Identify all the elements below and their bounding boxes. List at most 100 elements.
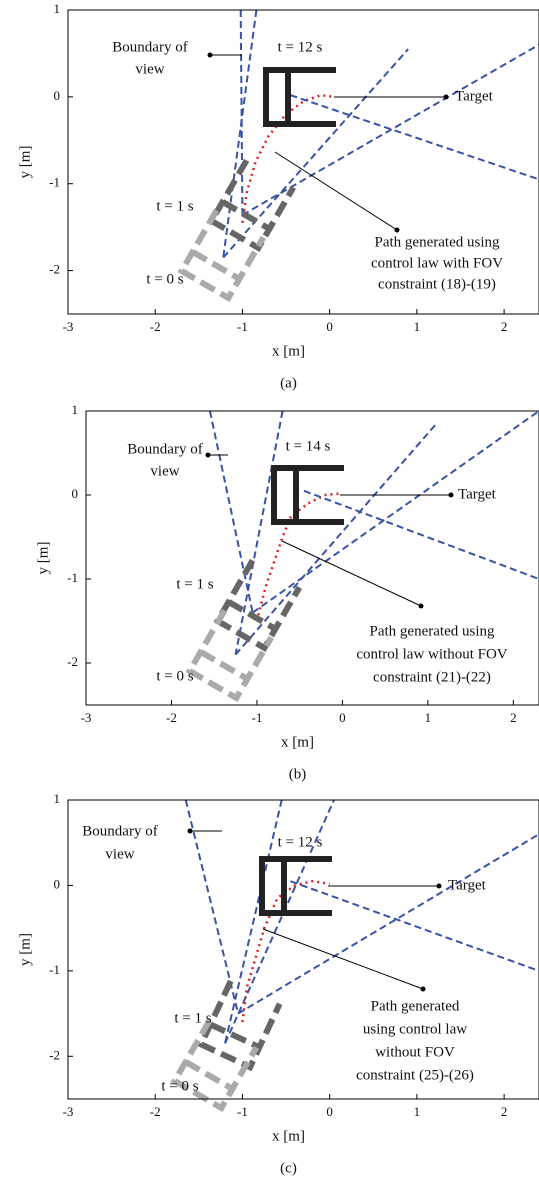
boundary-label: Boundary of — [127, 441, 202, 457]
time-label: t = 0 s — [156, 668, 193, 684]
x-axis-label: x [m] — [272, 343, 305, 359]
boundary-label: view — [105, 846, 134, 862]
series-line — [303, 489, 539, 580]
path-label: control law without FOV — [356, 646, 507, 662]
boundary-label: view — [150, 463, 179, 479]
plot-frame — [67, 9, 539, 315]
x-tick-label: 1 — [425, 710, 432, 725]
y-tick-label: 1 — [54, 791, 61, 806]
target-label: Target — [448, 877, 487, 893]
time-label: t = 1 s — [156, 198, 193, 214]
series-line — [208, 411, 254, 613]
leader-line — [262, 928, 424, 990]
time-label: t = 12 s — [278, 834, 323, 850]
x-tick-label: -2 — [166, 710, 177, 725]
time-label: t = 0 s — [146, 271, 183, 287]
leader-dot — [448, 492, 454, 498]
series-line — [255, 492, 343, 622]
series-line — [184, 800, 240, 1014]
x-tick-label: -1 — [237, 1104, 248, 1119]
leader-dot — [394, 227, 400, 233]
x-tick-label: -3 — [63, 1104, 74, 1119]
leader-line — [281, 540, 422, 607]
path-label: constraint (25)-(26) — [356, 1067, 474, 1083]
x-tick-label: -3 — [63, 319, 74, 334]
time-label: t = 12 s — [278, 39, 323, 55]
path-label: Path generated — [371, 998, 460, 1014]
x-tick-label: 2 — [501, 319, 508, 334]
caption: (c) — [280, 1160, 297, 1176]
y-tick-label: -2 — [67, 654, 78, 669]
series-line — [241, 93, 335, 223]
robot-outline — [259, 856, 332, 916]
time-label: t = 1 s — [176, 576, 213, 592]
plot-area — [184, 800, 539, 1044]
path-label: without FOV — [375, 1044, 455, 1060]
x-tick-label: 0 — [326, 319, 333, 334]
x-tick-label: -3 — [81, 710, 92, 725]
path-label: Path generated using — [375, 234, 500, 250]
x-tick-label: -2 — [150, 1104, 161, 1119]
y-tick-label: -1 — [67, 570, 78, 585]
robot-outline — [263, 67, 336, 127]
robot-outline — [170, 1018, 259, 1113]
leader-dot — [436, 883, 442, 889]
x-tick-label: 0 — [326, 1104, 333, 1119]
x-tick-label: -2 — [150, 319, 161, 334]
boundary-label: Boundary of — [82, 823, 157, 839]
leader-dot — [420, 986, 426, 992]
path-label: constraint (18)-(19) — [378, 276, 496, 292]
y-tick-label: 1 — [72, 402, 79, 417]
y-tick-label: -1 — [49, 175, 60, 190]
y-tick-label: 0 — [54, 88, 61, 103]
y-tick-label: -2 — [49, 1047, 60, 1062]
robot-outline — [177, 208, 266, 303]
plot-frame — [85, 410, 539, 706]
robot-outline — [197, 979, 283, 1072]
series-line — [290, 94, 539, 181]
leader-dot — [187, 828, 193, 834]
x-tick-label: -1 — [252, 710, 263, 725]
series-line — [222, 48, 409, 259]
x-axis-label: x [m] — [281, 734, 314, 750]
x-tick-label: -1 — [237, 319, 248, 334]
series-line — [224, 800, 335, 1044]
path-label: constraint (21)-(22) — [373, 669, 491, 685]
y-axis-label: y [m] — [35, 542, 51, 575]
boundary-label: Boundary of — [112, 39, 187, 55]
time-label: t = 0 s — [161, 1078, 198, 1094]
leader-dot — [418, 603, 424, 609]
x-axis-label: x [m] — [272, 1128, 305, 1144]
path-label: control law with FOV — [371, 255, 503, 271]
plot-frame — [67, 799, 539, 1100]
x-tick-label: 2 — [510, 710, 517, 725]
path-label: using control law — [363, 1021, 467, 1037]
boundary-label: view — [135, 61, 164, 77]
series-line — [252, 411, 539, 614]
series-line — [234, 411, 284, 655]
robot-outline — [185, 608, 274, 703]
plot-area — [208, 411, 539, 656]
x-tick-label: 0 — [339, 710, 346, 725]
time-label: t = 1 s — [174, 1010, 211, 1026]
y-tick-label: 0 — [72, 486, 79, 501]
leader-dot — [443, 94, 449, 100]
robot-outline — [213, 558, 302, 653]
x-tick-label: 1 — [414, 319, 421, 334]
y-tick-label: -2 — [49, 262, 60, 277]
y-axis-label: y [m] — [17, 933, 33, 966]
series-line — [222, 10, 258, 258]
target-label: Target — [458, 486, 497, 502]
y-tick-label: -1 — [49, 962, 60, 977]
series-line — [234, 422, 438, 656]
y-axis-label: y [m] — [17, 146, 33, 179]
caption: (a) — [280, 375, 297, 391]
robot-outline — [207, 158, 296, 253]
series-line — [224, 800, 283, 1044]
series-line — [290, 880, 539, 972]
caption: (b) — [289, 766, 307, 782]
x-tick-label: 2 — [501, 1104, 508, 1119]
target-label: Target — [455, 88, 494, 104]
series-line — [239, 10, 244, 215]
